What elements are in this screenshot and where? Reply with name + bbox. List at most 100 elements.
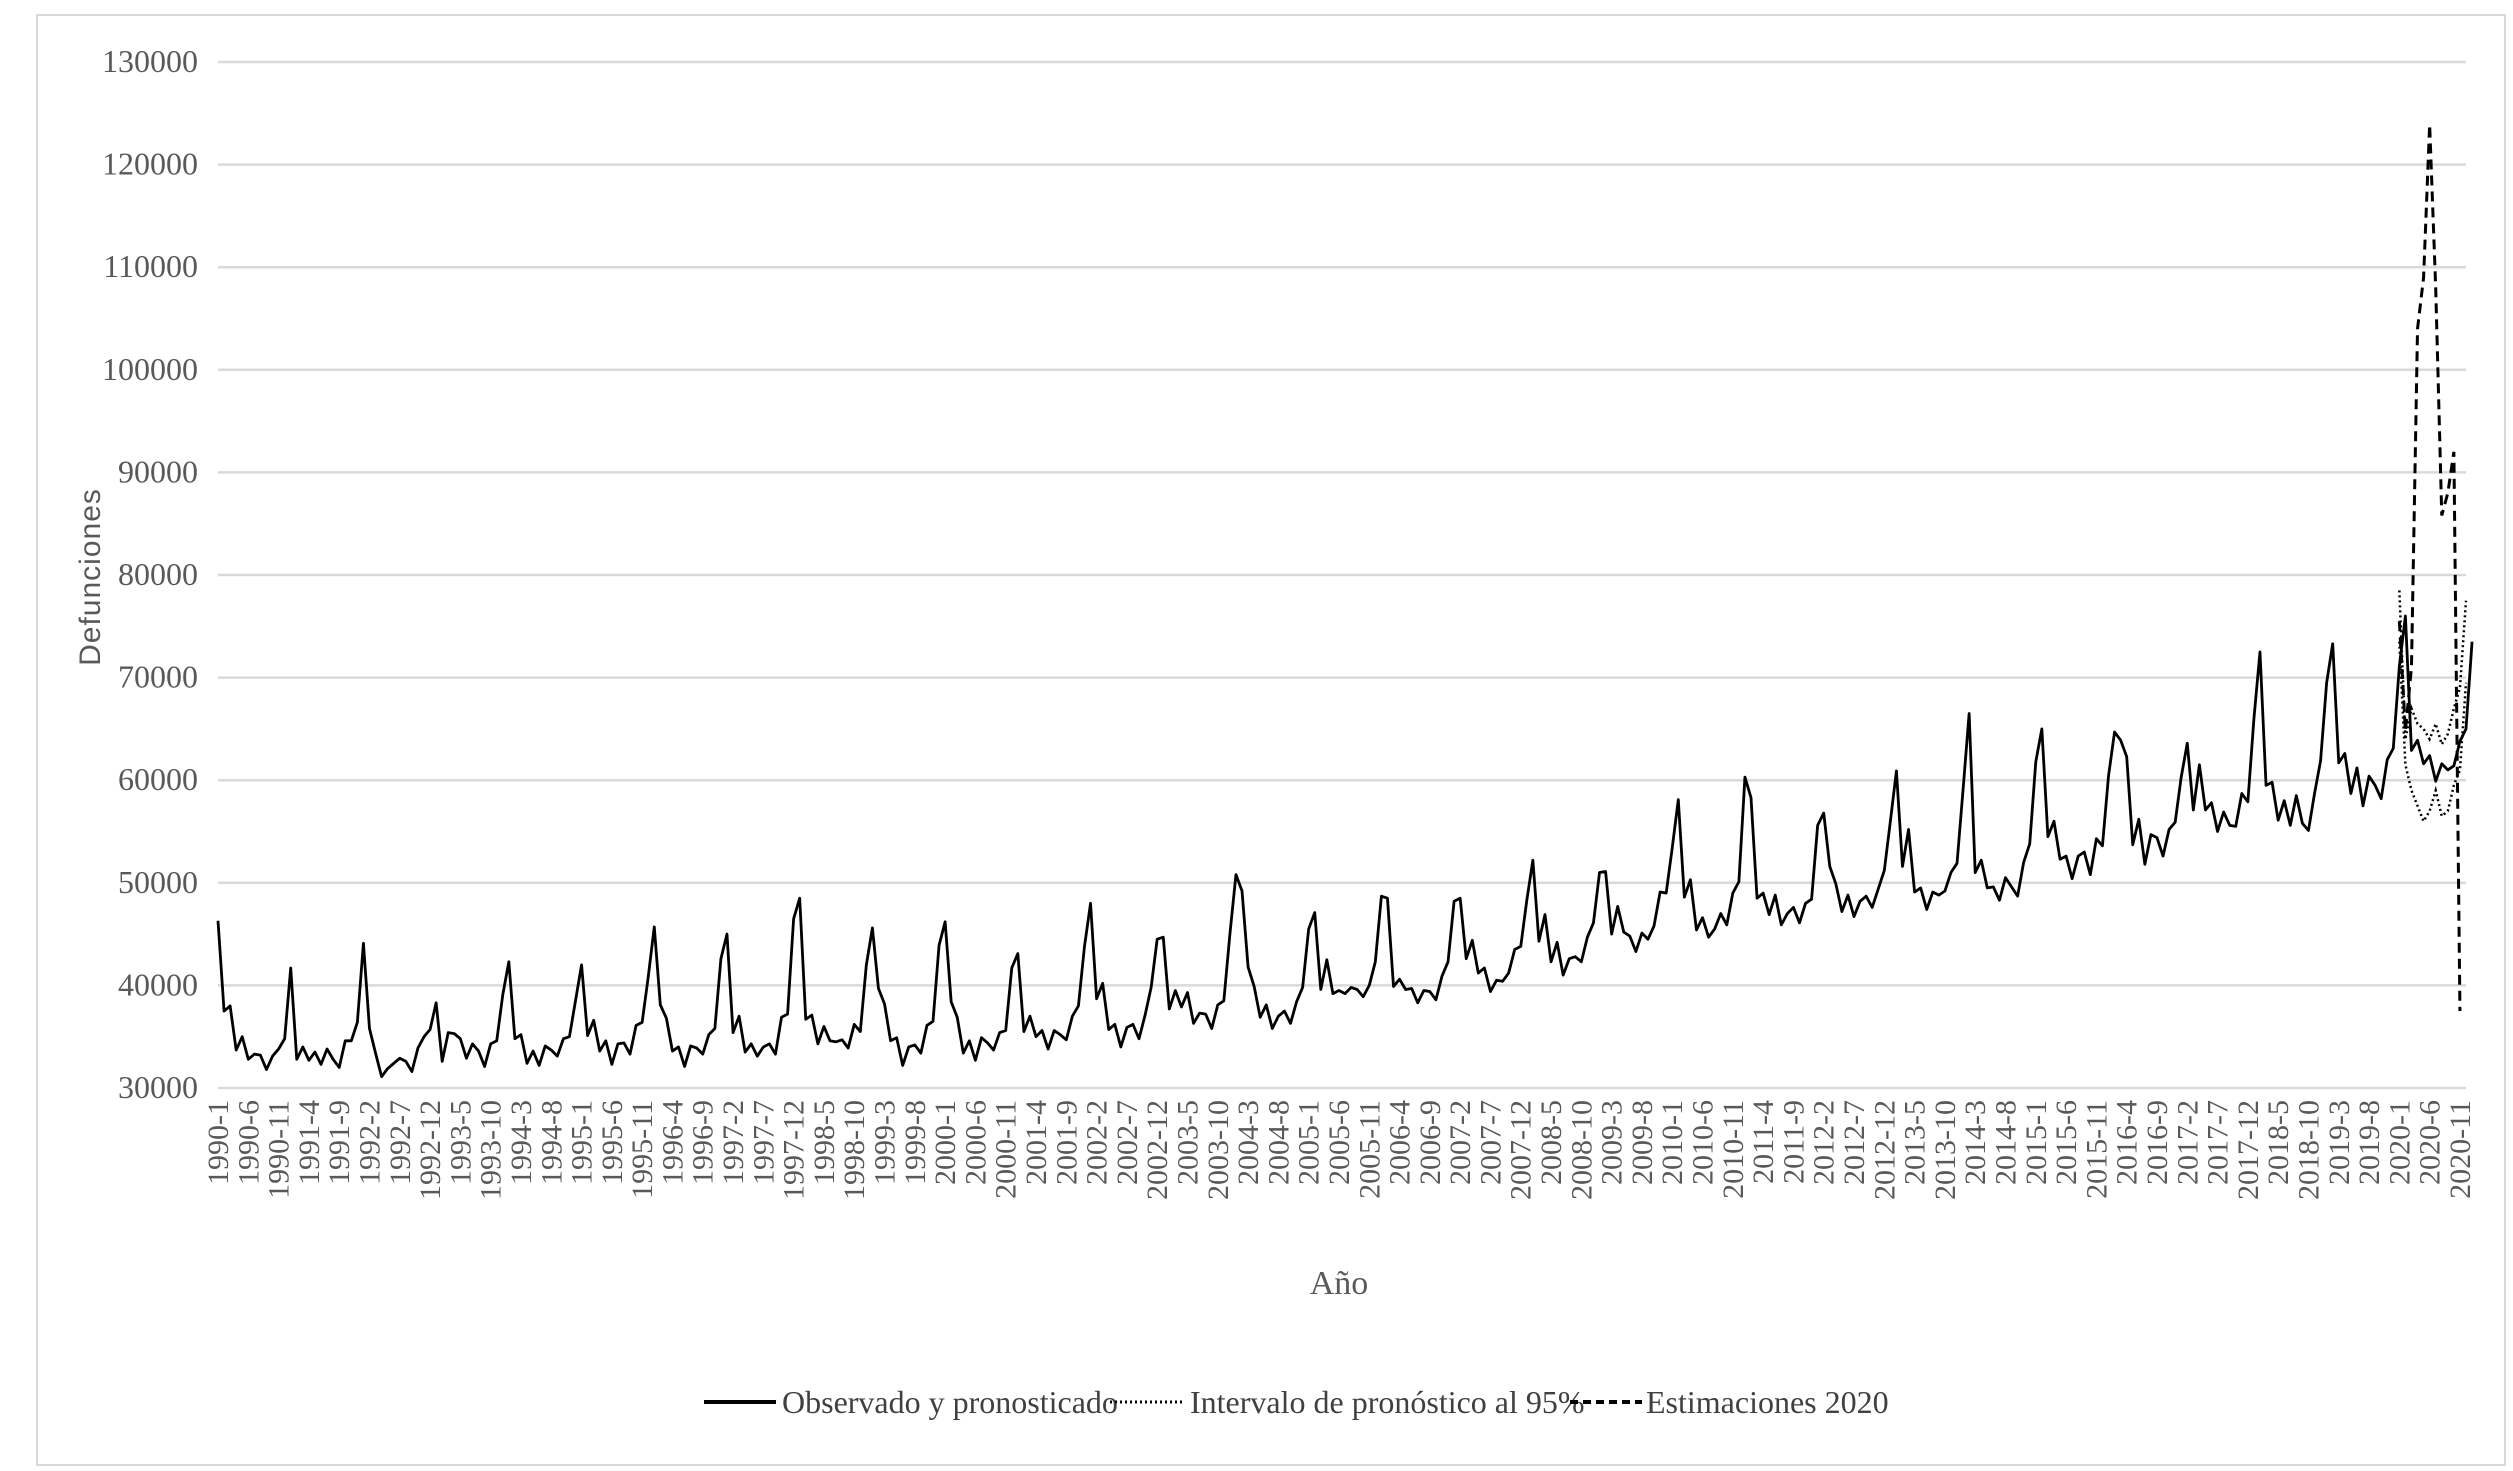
legend-label: Observado y pronosticado [782,1384,1118,1420]
x-tick-label: 2005-6 [1323,1100,1356,1185]
x-tick-label: 2009-8 [1626,1100,1659,1185]
x-tick-label: 1993-10 [475,1100,508,1200]
x-tick-label: 2017-2 [2171,1100,2204,1185]
x-tick-label: 2020-6 [2414,1100,2447,1185]
x-tick-label: 2003-5 [1171,1100,1204,1185]
x-tick-label: 1997-12 [778,1100,811,1200]
gridlines [218,60,2466,1090]
x-tick-label: 1996-4 [656,1100,689,1185]
x-tick-label: 1995-11 [626,1100,659,1199]
x-tick-label: 1999-3 [869,1100,902,1185]
x-tick-label: 2001-4 [1020,1100,1053,1185]
x-tick-label: 2012-7 [1838,1100,1871,1185]
x-tick-label: 2015-11 [2080,1100,2113,1199]
x-tick-label: 2010-6 [1687,1100,1720,1185]
x-tick-label: 2020-11 [2444,1100,2477,1199]
legend-label: Intervalo de pronóstico al 95% [1190,1384,1585,1420]
x-tick-label: 2006-4 [1384,1100,1417,1185]
x-tick-label: 2009-3 [1596,1100,1629,1185]
x-tick-label: 2013-10 [1929,1100,1962,1200]
x-tick-label: 2010-1 [1656,1100,1689,1185]
x-tick-label: 2019-8 [2353,1100,2386,1185]
x-tick-label: 1990-6 [232,1100,265,1185]
x-tick-label: 2012-2 [1808,1100,1841,1185]
x-tick-label: 1995-1 [566,1100,599,1185]
x-tick-label: 2012-12 [1868,1100,1901,1200]
legend: Observado y pronosticado Intervalo de pr… [704,1384,1889,1420]
x-tick-label: 2000-11 [990,1100,1023,1199]
x-tick-label: 1993-5 [444,1100,477,1185]
x-tick-label: 2014-8 [1989,1100,2022,1185]
x-tick-label: 1992-12 [414,1100,447,1200]
legend-label: Estimaciones 2020 [1646,1384,1889,1420]
x-tick-label: 2010-11 [1717,1100,1750,1199]
series-lines [216,124,2474,1079]
x-axis-title: Año [1310,1265,1369,1302]
x-tick-label: 2016-9 [2141,1100,2174,1185]
y-tick-label: 90000 [118,453,198,489]
x-tick-label: 2003-10 [1202,1100,1235,1200]
y-tick-label: 30000 [118,1069,198,1105]
x-tick-label: 2000-6 [959,1100,992,1185]
x-tick-label: 1992-2 [353,1100,386,1185]
y-tick-label: 110000 [103,248,198,284]
x-tick-label: 1997-7 [747,1100,780,1185]
x-tick-label: 2013-5 [1899,1100,1932,1185]
x-tick-label: 2007-12 [1505,1100,1538,1200]
chart-frame [36,14,2506,1466]
x-tick-label: 2019-3 [2323,1100,2356,1185]
x-tick-label: 1999-8 [899,1100,932,1185]
x-tick-label: 2002-12 [1141,1100,1174,1200]
x-tick-label: 1995-6 [596,1100,629,1185]
y-axis-title: Defunciones [74,488,107,666]
y-tick-label: 120000 [102,146,198,182]
y-tick-label: 130000 [102,43,198,79]
x-tick-label: 2017-7 [2202,1100,2235,1185]
x-axis-ticks: 1990-11990-61990-111991-41991-91992-2199… [202,1100,2477,1200]
y-tick-label: 100000 [102,351,198,387]
x-tick-label: 2004-3 [1232,1100,1265,1185]
x-tick-label: 1992-7 [384,1100,417,1185]
series-interval-lower [2398,641,2468,825]
x-tick-label: 2001-9 [1050,1100,1083,1185]
x-tick-label: 2015-6 [2050,1100,2083,1185]
y-tick-label: 80000 [118,556,198,592]
x-tick-label: 2020-1 [2383,1100,2416,1185]
x-tick-label: 1997-2 [717,1100,750,1185]
x-tick-label: 2011-4 [1747,1100,1780,1184]
x-tick-label: 2002-2 [1081,1100,1114,1185]
x-tick-label: 1990-1 [202,1100,235,1185]
y-tick-label: 40000 [118,966,198,1002]
y-tick-label: 60000 [118,761,198,797]
x-tick-label: 2015-1 [2020,1100,2053,1185]
x-tick-label: 1991-9 [323,1100,356,1185]
x-tick-label: 1996-9 [687,1100,720,1185]
legend-item-estimaciones: Estimaciones 2020 [1570,1384,1889,1420]
x-tick-label: 1994-8 [535,1100,568,1185]
y-tick-label: 50000 [118,864,198,900]
x-tick-label: 2018-10 [2292,1100,2325,1200]
x-tick-label: 1991-4 [293,1100,326,1185]
x-tick-label: 2004-8 [1262,1100,1295,1185]
x-tick-label: 2008-10 [1565,1100,1598,1200]
x-tick-label: 2014-3 [1959,1100,1992,1185]
x-tick-label: 2007-2 [1444,1100,1477,1185]
x-tick-label: 1998-5 [808,1100,841,1185]
y-axis-ticks: 30000 40000 50000 60000 70000 80000 90000 10000… [102,43,198,1105]
x-tick-label: 2018-5 [2262,1100,2295,1185]
x-tick-label: 2000-1 [929,1100,962,1185]
x-tick-label: 2016-4 [2111,1100,2144,1185]
x-tick-label: 2002-7 [1111,1100,1144,1185]
x-tick-label: 1994-3 [505,1100,538,1185]
x-tick-label: 2017-12 [2232,1100,2265,1200]
x-tick-label: 2006-9 [1414,1100,1447,1185]
y-tick-label: 70000 [118,659,198,695]
x-tick-label: 2007-7 [1474,1100,1507,1185]
legend-item-observado: Observado y pronosticado [704,1384,1118,1420]
x-tick-label: 1990-11 [263,1100,296,1199]
series-estimaciones-2020 [2397,124,2462,1012]
series-observado-pronosticado [216,614,2474,1079]
x-tick-label: 2008-5 [1535,1100,1568,1185]
x-tick-label: 2005-11 [1353,1100,1386,1199]
